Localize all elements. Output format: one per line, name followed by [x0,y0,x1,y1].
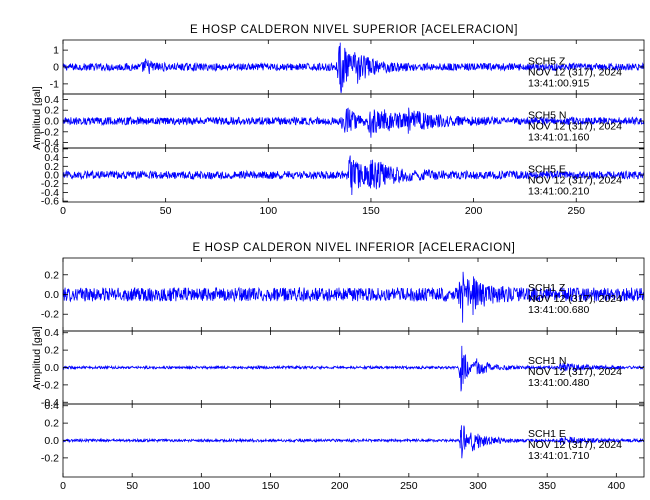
station-info: NOV 12 (317), 2024 [528,66,622,78]
waveform-line [62,42,645,94]
station-info: 13:41:01.160 [528,131,589,143]
x-tick-label: 0 [60,205,66,217]
y-tick-label: -0.4 [41,137,59,149]
y-tick-label: 0.4 [44,327,59,339]
station-info: SCH5 N [528,109,567,121]
x-tick-label: 350 [538,480,556,492]
station-info: NOV 12 (317), 2024 [528,439,622,451]
y-tick-label: 0.6 [44,143,59,155]
y-tick-label: -1 [50,78,59,90]
station-info: 13:41:00.210 [528,185,589,197]
y-tick-label: 0.2 [44,418,59,430]
x-tick-label: 100 [260,205,278,217]
y-tick-label: -0.2 [41,452,59,464]
y-axis-label: Amplitud [gal] [31,86,43,150]
x-tick-label: 150 [262,480,280,492]
station-info: SCH5 Z [528,55,566,67]
station-info: NOV 12 (317), 2024 [528,174,622,186]
chart-nivel-superior: E HOSP CALDERON NIVEL SUPERIOR [ACELERAC… [31,24,645,217]
station-info: 13:41:01.710 [528,450,589,462]
x-tick-label: 300 [469,480,487,492]
waveform-line [62,107,645,138]
y-tick-label: 0.2 [44,345,59,357]
y-tick-label: 0.2 [44,105,59,117]
x-tick-label: 400 [608,480,626,492]
chart-nivel-inferior: E HOSP CALDERON NIVEL INFERIOR [ACELERAC… [31,242,645,492]
x-tick-label: 50 [160,205,172,217]
station-info: SCH1 E [528,428,566,440]
y-tick-label: -0.2 [41,379,59,391]
x-tick-label: 250 [400,480,418,492]
y-tick-label: 0 [53,62,59,74]
chart-title: E HOSP CALDERON NIVEL SUPERIOR [ACELERAC… [190,24,518,36]
y-tick-label: 0.0 [44,116,59,128]
y-tick-label: -0.6 [41,196,59,208]
waveform-line [62,425,645,459]
y-axis-label: Amplitud [gal] [31,326,43,390]
station-info: NOV 12 (317), 2024 [528,120,622,132]
station-info: 13:41:00.480 [528,377,589,389]
y-tick-label: 0.4 [44,400,59,412]
y-tick-label: -0.4 [41,187,59,199]
station-info: NOV 12 (317), 2024 [528,366,622,378]
y-tick-label: 0.0 [44,289,59,301]
station-info: SCH1 N [528,355,567,367]
y-tick-label: -0.4 [41,397,59,409]
waveform-line [62,155,645,196]
y-tick-label: -0.2 [41,309,59,321]
station-info: NOV 12 (317), 2024 [528,293,622,305]
y-tick-label: 1 [53,45,59,57]
x-tick-label: 50 [126,480,138,492]
y-tick-label: 0.2 [44,161,59,173]
waveform-line [62,345,645,392]
chart-title: E HOSP CALDERON NIVEL INFERIOR [ACELERAC… [193,242,516,254]
station-info: SCH5 E [528,163,566,175]
x-tick-label: 200 [331,480,349,492]
y-tick-label: 0.0 [44,362,59,374]
y-tick-label: -0.2 [41,126,59,138]
y-tick-label: 0.4 [44,94,59,106]
station-info: 13:41:00.915 [528,77,589,89]
station-info: 13:41:00.680 [528,304,589,316]
y-tick-label: 0.4 [44,152,59,164]
waveform-line [62,271,645,323]
x-tick-label: 250 [567,205,585,217]
y-tick-label: -0.2 [41,178,59,190]
x-tick-label: 150 [362,205,380,217]
y-tick-label: 0.0 [44,435,59,447]
y-tick-label: 0.0 [44,170,59,182]
x-tick-label: 200 [465,205,483,217]
x-tick-label: 0 [60,480,66,492]
x-tick-label: 100 [193,480,211,492]
y-tick-label: 0.2 [44,269,59,281]
station-info: SCH1 Z [528,282,566,294]
